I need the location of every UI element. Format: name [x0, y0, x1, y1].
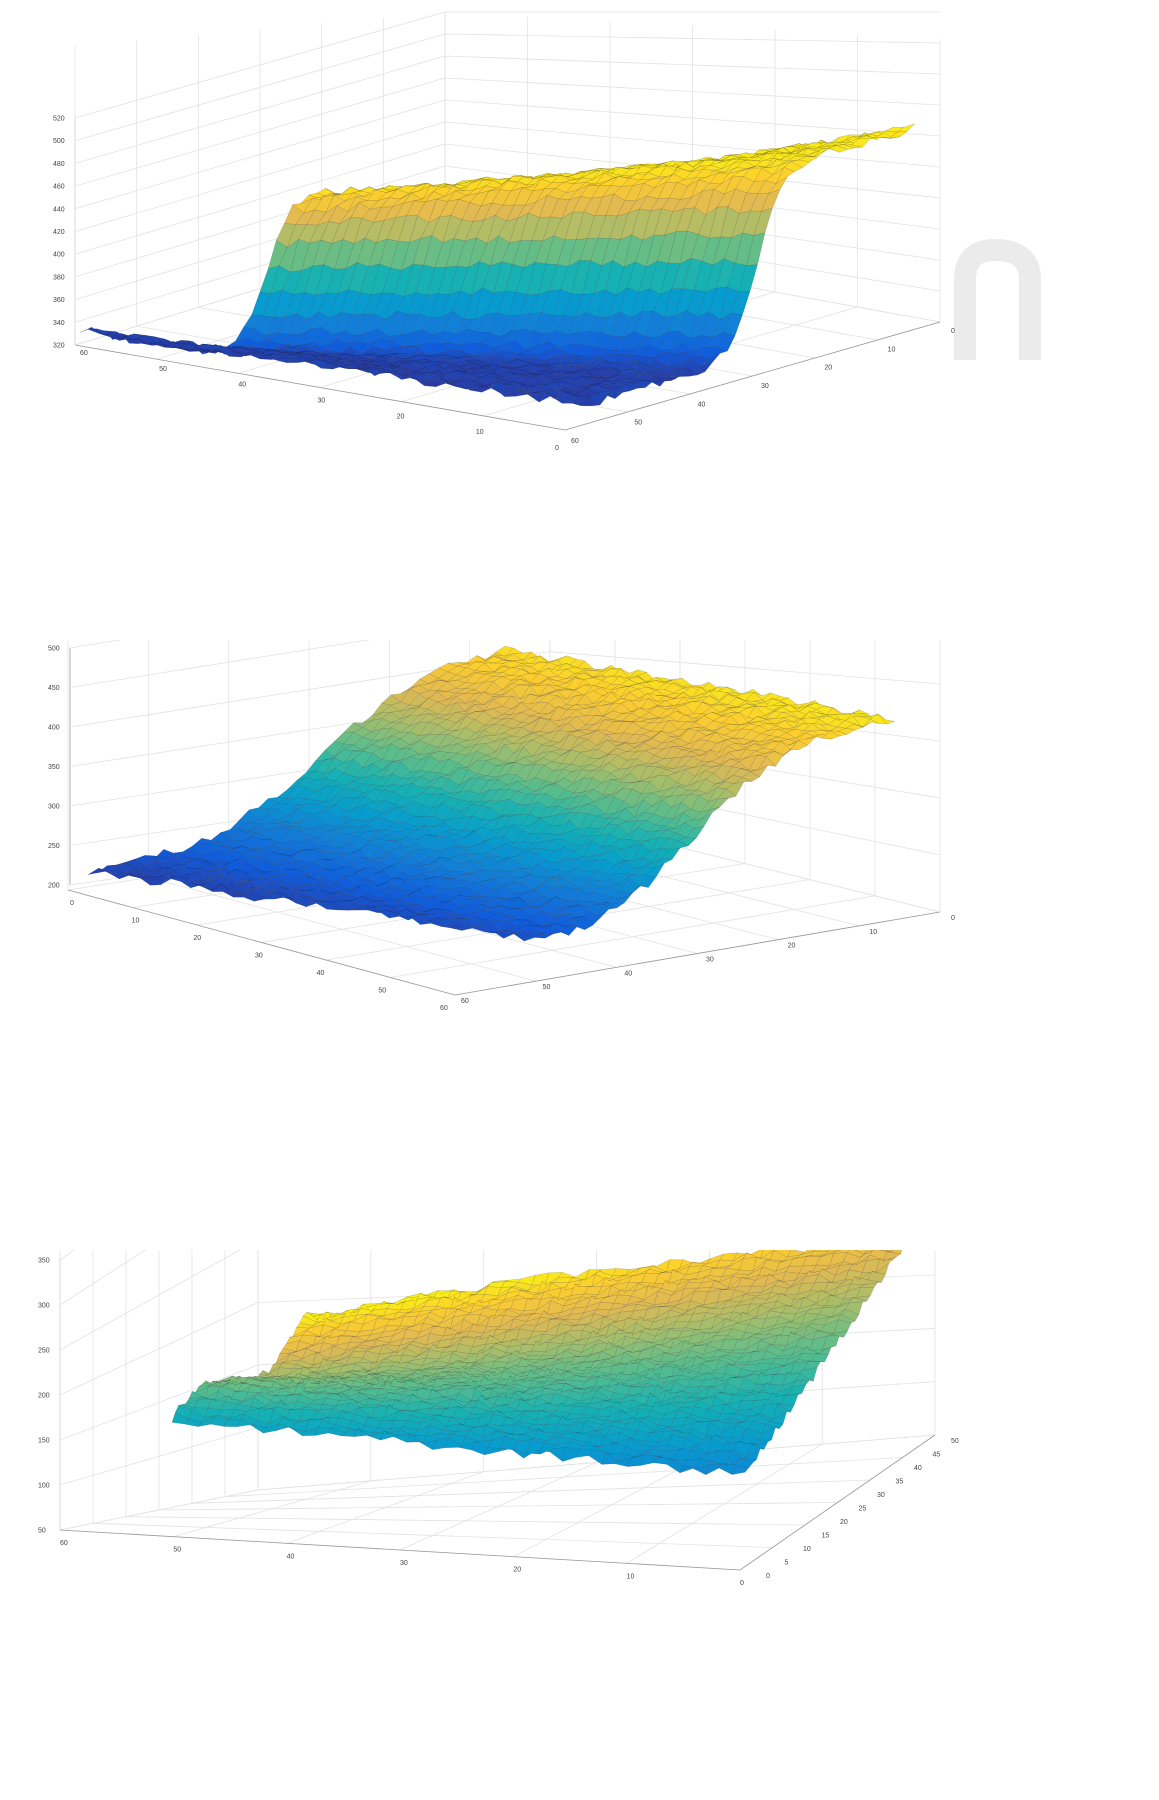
floor-front-edges	[74, 321, 941, 431]
x-tick-label: 10	[627, 1573, 635, 1580]
y-tick-label: 0	[766, 1573, 770, 1580]
x-tick-label: 30	[318, 398, 326, 405]
x-tick-label: 0	[555, 445, 559, 452]
x-tick-label: 40	[287, 1553, 295, 1560]
x-tick-label: 20	[193, 935, 201, 942]
surface-plot-2-canvas: 2002503003504004505000102030405060605040…	[48, 640, 955, 1012]
x-tick-label: 20	[397, 413, 405, 420]
x-tick-label: 50	[159, 366, 167, 373]
z-tick-label: 150	[38, 1438, 50, 1445]
x-tick-label: 40	[317, 970, 325, 977]
z-gridline	[74, 11, 940, 119]
y-tick-label: 0	[951, 915, 955, 922]
z-gridline	[74, 77, 941, 187]
x-tick-label: 0	[70, 900, 74, 907]
x-tick-label: 40	[238, 382, 246, 389]
z-tick-label: 340	[53, 320, 65, 327]
y-tick-label: 20	[840, 1519, 848, 1526]
z-tick-label: 500	[48, 646, 60, 653]
z-tick-label: 500	[53, 138, 65, 145]
y-tick-label: 50	[634, 420, 642, 427]
y-tick-label: 10	[869, 929, 877, 936]
y-tick-label: 50	[951, 1438, 959, 1445]
x-tick-label: 10	[476, 429, 484, 436]
z-tick-label: 300	[48, 804, 60, 811]
x-tick-label: 60	[60, 1540, 68, 1547]
y-tick-label: 30	[706, 957, 714, 964]
floor-gridline	[257, 1434, 936, 1491]
y-tick-label: 15	[822, 1533, 830, 1540]
z-tick-label: 50	[38, 1528, 46, 1535]
z-tick-label: 250	[48, 843, 60, 850]
x-tick-label: 50	[378, 988, 386, 995]
floor-gridline	[191, 1479, 871, 1504]
y-tick-label: 20	[788, 943, 796, 950]
floor-front-edges	[59, 1434, 936, 1571]
z-tick-label: 200	[38, 1393, 50, 1400]
surface-face	[896, 123, 916, 133]
x-tick-label: 50	[173, 1547, 181, 1554]
x-tick-label: 60	[440, 1005, 448, 1012]
z-tick-label: 360	[53, 297, 65, 304]
y-tick-label: 30	[877, 1492, 885, 1499]
floor-gridline	[224, 1457, 903, 1498]
x-tick-label: 20	[513, 1567, 521, 1574]
z-tick-label: 350	[38, 1258, 50, 1265]
z-gridline	[74, 33, 941, 142]
surface-plot-3: 50 100 150 200 250 300 350 60 50 40 30 20 10 0 0 5 10 15 2…	[0, 1250, 1159, 1800]
z-tick-label: 420	[53, 229, 65, 236]
surface-mesh-2	[171, 1250, 903, 1476]
z-tick-label: 400	[48, 725, 60, 732]
x-tick-label: 10	[132, 918, 140, 925]
y-tick-label: 45	[933, 1452, 941, 1459]
z-tick-label: 450	[48, 685, 60, 692]
x-tick-label: 60	[80, 350, 88, 357]
x-tick-label: 30	[255, 953, 263, 960]
z-tick-label: 520	[53, 116, 65, 123]
y-tick-label: 30	[761, 383, 769, 390]
z-gridline	[69, 640, 370, 688]
z-tick-label: 200	[48, 883, 60, 890]
z-tick-label: 400	[53, 252, 65, 259]
y-tick-label: 60	[571, 438, 579, 445]
z-tick-label: 350	[48, 764, 60, 771]
y-tick-label: 40	[698, 401, 706, 408]
z-tick-label: 300	[38, 1303, 50, 1310]
z-tick-label: 250	[38, 1348, 50, 1355]
z-tick-label: 480	[53, 161, 65, 168]
floor-gridline	[158, 1502, 838, 1511]
watermark-arch-decor	[954, 238, 1041, 360]
surface-plot-2: 200 250 300 350 400 450 500 0 10 20 30 40 50 60 60 50 40…	[0, 640, 1159, 1180]
floor-front-edges	[67, 889, 941, 996]
y-tick-label: 50	[543, 984, 551, 991]
z-tick-label: 380	[53, 274, 65, 281]
z-tick-label: 460	[53, 184, 65, 191]
y-tick-label: 60	[461, 998, 469, 1005]
y-tick-label: 20	[824, 365, 832, 372]
x-tick-label: 30	[400, 1560, 408, 1567]
y-tick-label: 35	[896, 1479, 904, 1486]
surface-face	[877, 713, 896, 725]
y-tick-label: 10	[803, 1546, 811, 1553]
y-tick-label: 5	[785, 1560, 789, 1567]
surface-mesh-1	[87, 645, 896, 942]
y-tick-label: 25	[859, 1506, 867, 1513]
y-tick-label: 40	[624, 970, 632, 977]
z-tick-label: 440	[53, 206, 65, 213]
surface-mesh-0	[79, 123, 916, 407]
surface-plot-3-canvas: 5010015020025030035060504030201000510152…	[38, 1250, 959, 1587]
y-tick-label: 40	[914, 1465, 922, 1472]
x-tick-label: 0	[740, 1580, 744, 1587]
z-tick-label: 320	[53, 343, 65, 350]
surface-plot-1-canvas: 3203403603804004204404604805005206050403…	[53, 11, 1041, 452]
surface-plot-1: 320 340 360 380 400 420 440 460 480 500 520 60 50 40 3…	[0, 0, 1159, 520]
y-tick-label: 0	[951, 328, 955, 335]
y-tick-label: 10	[888, 346, 896, 353]
z-tick-label: 100	[38, 1483, 50, 1490]
